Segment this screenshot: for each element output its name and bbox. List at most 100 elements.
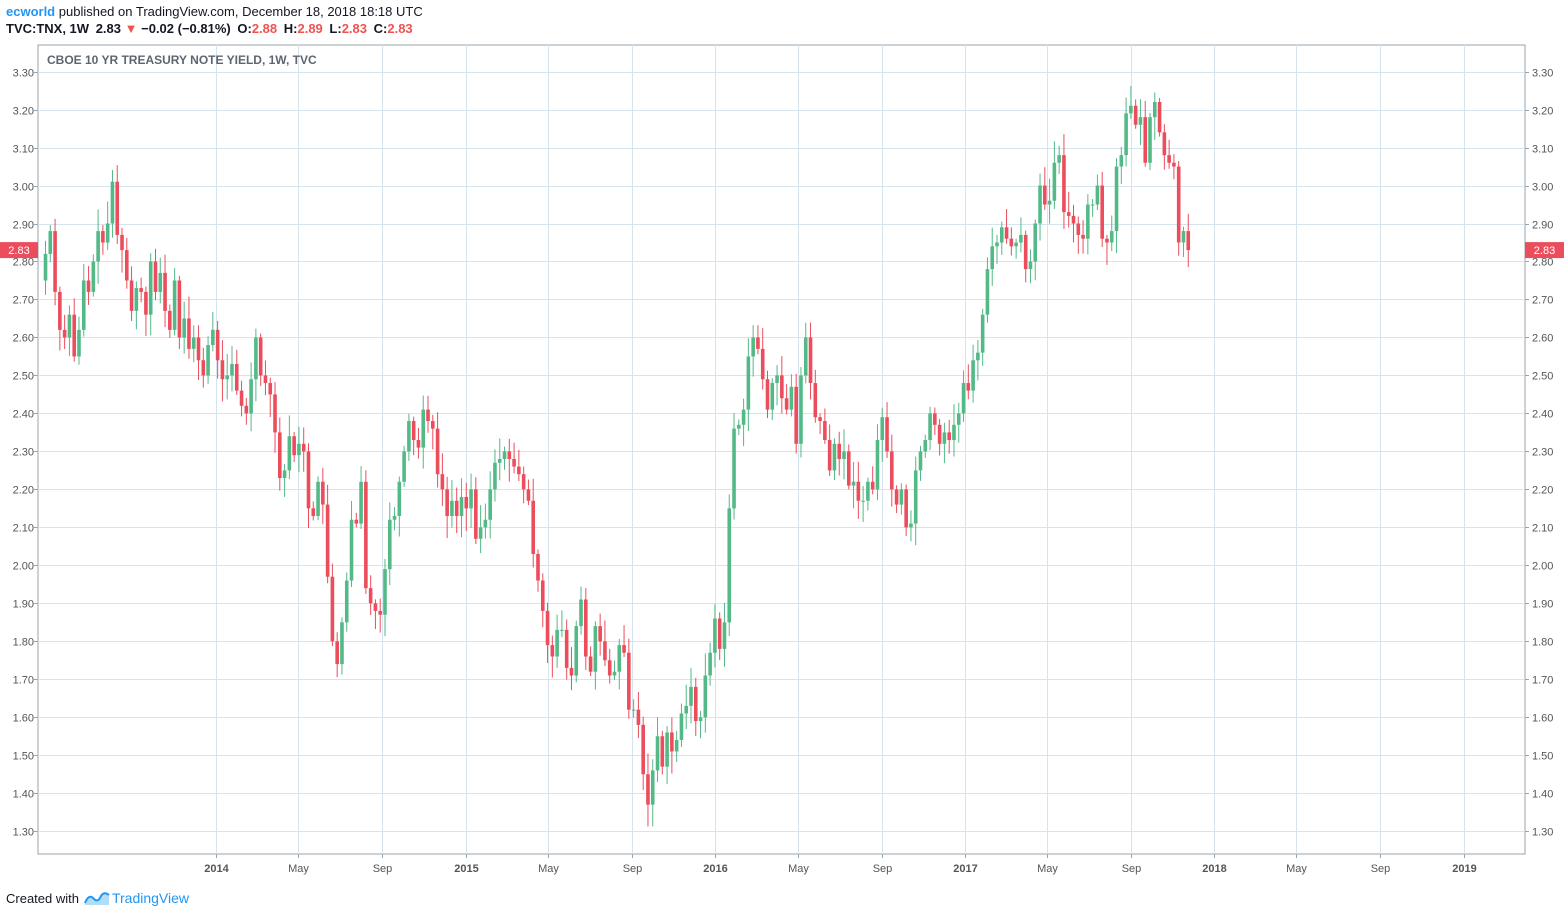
y-tick-label-left: 2.60 xyxy=(13,333,34,345)
candle-down xyxy=(464,496,469,509)
candle-down xyxy=(325,504,330,577)
candle-up xyxy=(287,436,292,471)
candle-up xyxy=(1019,234,1023,243)
y-tick-label-right: 2.70 xyxy=(1532,295,1553,307)
candle-down xyxy=(86,280,91,292)
candle-up xyxy=(976,352,980,361)
candle-up xyxy=(803,337,808,376)
candle-up xyxy=(909,523,913,528)
close-label: C: xyxy=(373,21,388,36)
x-tick-label: Sep xyxy=(1371,863,1391,875)
candle-up xyxy=(579,599,583,627)
candle-down xyxy=(1066,212,1071,216)
candle-up xyxy=(191,337,196,349)
candle-up xyxy=(77,329,81,357)
y-tick-label-left: 2.10 xyxy=(13,523,34,535)
author-link[interactable]: ecworld xyxy=(6,4,56,19)
y-tick-label-left: 2.50 xyxy=(13,371,34,383)
candle-up xyxy=(775,375,779,384)
publish-text: published on TradingView.com, December 1… xyxy=(58,4,423,19)
candle-down xyxy=(536,553,540,581)
candle-up xyxy=(1129,105,1133,114)
y-tick-label-left: 3.00 xyxy=(13,182,34,194)
candle-up xyxy=(971,360,975,391)
candle-down xyxy=(1167,155,1171,163)
candle-down xyxy=(144,291,148,315)
candle-down xyxy=(641,724,645,775)
candle-up xyxy=(980,314,985,353)
candle-up xyxy=(1114,166,1119,232)
candle-up xyxy=(679,713,684,741)
candle-up xyxy=(689,686,693,706)
candle-down xyxy=(784,398,789,410)
candle-up xyxy=(555,629,559,657)
candle-down xyxy=(1162,132,1167,156)
y-tick-label-right: 1.80 xyxy=(1532,637,1553,649)
candle-down xyxy=(163,272,167,311)
candle-down xyxy=(885,417,889,452)
candle-up xyxy=(383,569,387,615)
candle-down xyxy=(101,231,105,243)
y-tick-label-right: 2.80 xyxy=(1532,257,1553,269)
candle-up xyxy=(899,489,904,505)
candle-down xyxy=(1071,215,1076,224)
candle-up xyxy=(655,736,660,771)
y-tick-label-right: 1.70 xyxy=(1532,675,1553,687)
candle-up xyxy=(316,481,320,516)
candle-down xyxy=(426,409,430,422)
candle-up xyxy=(918,451,923,471)
candle-up xyxy=(928,413,932,441)
candle-down xyxy=(1062,155,1066,213)
candle-down xyxy=(115,181,120,235)
candle-up xyxy=(81,280,86,330)
candle-up xyxy=(249,379,253,414)
candle-down xyxy=(780,375,784,399)
candle-up xyxy=(392,515,397,520)
y-tick-label-left: 2.30 xyxy=(13,447,34,459)
candle-down xyxy=(717,618,722,649)
candle-down xyxy=(827,440,832,471)
candle-down xyxy=(139,288,143,292)
low-value: 2.83 xyxy=(341,21,368,36)
candle-down xyxy=(636,709,641,725)
candle-down xyxy=(564,629,569,668)
candle-up xyxy=(1109,231,1114,243)
price-tag-label: 2.83 xyxy=(1534,245,1555,257)
candle-up xyxy=(96,231,100,262)
candle-down xyxy=(234,364,239,391)
candle-down xyxy=(584,599,588,657)
low-label: L: xyxy=(329,21,342,36)
candle-up xyxy=(110,181,115,224)
x-tick-label: Sep xyxy=(1122,863,1142,875)
candle-down xyxy=(1133,105,1138,125)
candle-down xyxy=(660,736,665,767)
candle-up xyxy=(631,709,636,711)
candle-down xyxy=(813,383,818,418)
tradingview-brand[interactable]: TradingView xyxy=(111,890,190,906)
candle-down xyxy=(1100,185,1104,239)
candle-down xyxy=(263,375,268,384)
candle-up xyxy=(359,481,363,524)
candle-down xyxy=(72,314,77,357)
candle-down xyxy=(168,310,172,330)
candle-down xyxy=(1186,231,1191,251)
candle-up xyxy=(727,508,732,623)
candle-up xyxy=(1181,231,1186,243)
candle-up xyxy=(105,223,110,243)
candle-down xyxy=(933,413,937,425)
candle-up xyxy=(483,519,488,528)
candle-down xyxy=(373,603,378,611)
candle-up xyxy=(560,629,564,631)
candle-up xyxy=(713,618,717,653)
candle-up xyxy=(493,462,497,490)
candle-up xyxy=(1014,242,1018,247)
candle-down xyxy=(1009,238,1014,247)
candlestick-chart[interactable]: 1.30 1.30 1.40 1.40 1.50 1.50 1.60 1.60 1.70 1.70… xyxy=(0,40,1564,880)
candle-down xyxy=(301,443,306,452)
y-tick-label-right: 2.60 xyxy=(1532,333,1553,345)
candle-up xyxy=(48,231,53,254)
candle-down xyxy=(239,390,244,406)
candle-down xyxy=(306,451,311,509)
candle-down xyxy=(411,421,416,441)
price-tag-label: 2.83 xyxy=(8,245,29,257)
